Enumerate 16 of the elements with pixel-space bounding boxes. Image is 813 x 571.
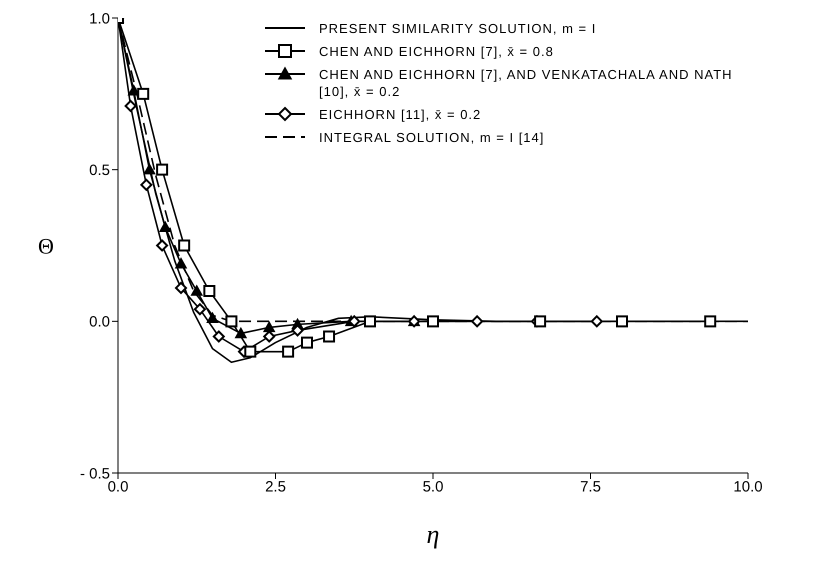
x-tick-label: 2.5 bbox=[265, 478, 286, 496]
y-tick-label: 1.0 bbox=[89, 10, 110, 28]
legend-label: CHEN AND EICHHORN [7], x̄ = 0.8 bbox=[319, 43, 554, 60]
legend-label: EICHHORN [11], x̄ = 0.2 bbox=[319, 106, 482, 123]
y-tick-label: 0.0 bbox=[89, 314, 110, 331]
x-axis-title: η bbox=[426, 520, 440, 549]
legend-label: PRESENT SIMILARITY SOLUTION, m = I bbox=[319, 20, 596, 37]
legend-label: CHEN AND EICHHORN [7], AND VENKATACHALA AND NATH [10], x̄ = 0.2 bbox=[319, 66, 734, 100]
x-tick-label: 0.0 bbox=[108, 478, 128, 496]
y-tick-label: - 0.5 bbox=[80, 465, 110, 482]
legend-label: INTEGRAL SOLUTION, m = I [14] bbox=[319, 129, 544, 146]
y-axis-title: Θ bbox=[38, 233, 54, 258]
x-tick-label: 5.0 bbox=[422, 478, 444, 496]
y-tick-label: 0.5 bbox=[89, 162, 110, 179]
x-tick-label: 10.0 bbox=[733, 478, 763, 496]
x-tick-label: 7.5 bbox=[580, 478, 601, 496]
